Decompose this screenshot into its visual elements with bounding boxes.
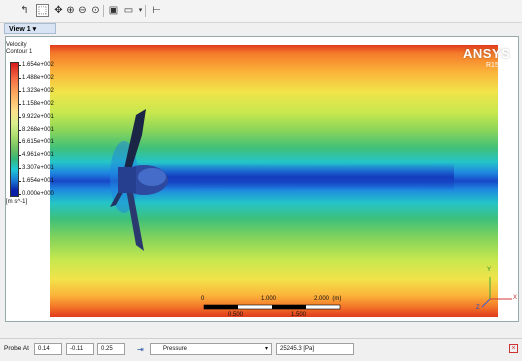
graphics-viewport[interactable]: 0 1.000 2.000 (m) 0.500 1.500 Y Z X bbox=[5, 36, 519, 322]
probe-z-field[interactable]: 0.25 bbox=[97, 343, 125, 355]
legend-tick-label: 9.922e+001 bbox=[18, 113, 54, 120]
ansys-logo: ANSYS bbox=[463, 46, 511, 61]
release-label: R15.0 bbox=[486, 62, 505, 69]
viewport-layout-icon[interactable]: ▭ bbox=[123, 4, 134, 16]
pan-icon[interactable]: ✥ bbox=[54, 4, 63, 16]
legend-tick-label: 1.323e+002 bbox=[18, 87, 54, 94]
legend-tick-label: 6.615e+001 bbox=[18, 139, 54, 146]
view-tab[interactable]: View 1 ▾ bbox=[4, 23, 56, 34]
legend-tick-label: 1.654e+001 bbox=[18, 178, 54, 185]
triad-y-label: Y bbox=[487, 267, 492, 273]
zoom-box-icon[interactable]: ⊙ bbox=[91, 4, 100, 16]
variable-select[interactable]: Pressure ▾ bbox=[150, 343, 272, 355]
scale-label-0500: 0.500 bbox=[228, 312, 244, 318]
velocity-contour-plot bbox=[6, 37, 518, 321]
scale-label-1500: 1.500 bbox=[291, 312, 307, 318]
legend-tick-label: 1.158e+002 bbox=[18, 100, 54, 107]
probe-bar: Probe At 0.14 -0.11 0.25 ⇥ Pressure ▾ 25… bbox=[0, 338, 522, 361]
axis-triad bbox=[481, 277, 512, 308]
legend-title: Velocity Contour 1 bbox=[6, 42, 32, 56]
legend-tick-label: 4.961e+001 bbox=[18, 152, 54, 159]
probe-result-field: 25245.3 [Pa] bbox=[276, 343, 354, 355]
triad-x-label: X bbox=[513, 295, 518, 301]
zoom-in-icon[interactable]: ⊕ bbox=[66, 4, 75, 16]
zoom-out-icon[interactable]: ⊖ bbox=[78, 4, 87, 16]
dropdown-caret-icon[interactable]: ▾ bbox=[138, 7, 143, 14]
legend-units: [m s^-1] bbox=[6, 199, 28, 205]
legend-tick-label: 1.654e+002 bbox=[18, 62, 54, 68]
legend-tick-label: 8.268e+001 bbox=[18, 126, 54, 133]
scale-label-0: 0 bbox=[201, 296, 205, 302]
variable-select-value: Pressure bbox=[163, 346, 188, 352]
legend-tick-label: 3.307e+001 bbox=[18, 165, 54, 172]
toolbar: ↰ ⬚ ✥ ⊕ ⊖ ⊙ ▣ ▭ ▾ ⊢ bbox=[0, 0, 522, 23]
probe-y-field[interactable]: -0.11 bbox=[66, 343, 94, 355]
close-icon[interactable]: × bbox=[509, 344, 518, 353]
legend-contour-name: Contour 1 bbox=[6, 49, 33, 55]
triad-z-label: Z bbox=[476, 305, 480, 311]
tree-icon[interactable]: ⊢ bbox=[152, 4, 161, 16]
legend-tick-label: 0.000e+000 bbox=[18, 191, 54, 197]
probe-label: Probe At bbox=[4, 345, 29, 352]
length-scale-bar bbox=[203, 304, 341, 310]
chevron-down-icon: ▾ bbox=[264, 346, 268, 352]
scale-label-2000: 2.000 (m) bbox=[314, 296, 342, 302]
fit-view-icon[interactable]: ▣ bbox=[108, 4, 119, 16]
scale-label-1000: 1.000 bbox=[261, 296, 277, 302]
legend-tick-label: 1.488e+002 bbox=[18, 74, 54, 81]
rotate-icon[interactable]: ↰ bbox=[20, 4, 29, 16]
probe-x-field[interactable]: 0.14 bbox=[34, 343, 62, 355]
legend-variable: Velocity bbox=[6, 42, 27, 48]
select-box-icon[interactable]: ⬚ bbox=[36, 4, 49, 17]
probe-arrow-icon[interactable]: ⇥ bbox=[137, 345, 144, 354]
